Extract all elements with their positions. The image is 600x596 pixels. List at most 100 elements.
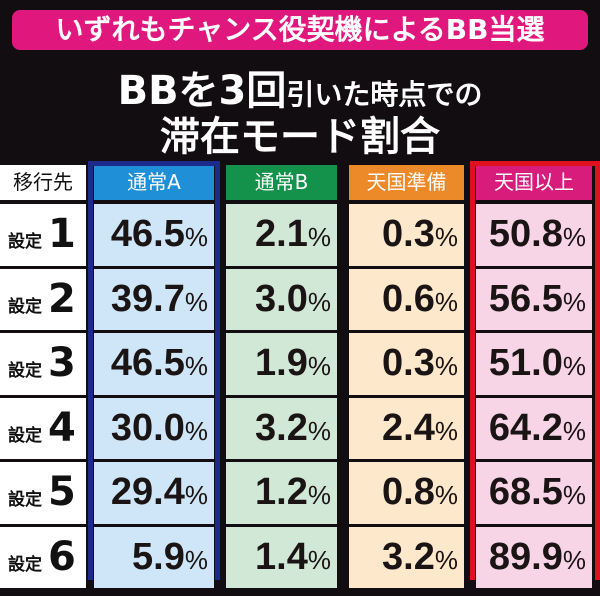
table-cell: 1.2%: [226, 462, 337, 524]
table-cell: 46.5%: [94, 333, 214, 395]
percent-unit: %: [434, 544, 458, 575]
setting-label: 設定 2: [0, 268, 86, 330]
cell-value: 46.5: [110, 342, 185, 384]
table-cell: 3.2%: [226, 397, 337, 459]
setting-number: 6: [48, 533, 76, 580]
table-cell: 29.4%: [94, 462, 214, 524]
percent-unit: %: [562, 286, 586, 317]
column-header: 通常A: [94, 165, 214, 200]
table-cell: 0.3%: [349, 333, 464, 395]
cell-value: 29.4: [110, 471, 185, 513]
cell-value: 50.8: [488, 213, 563, 255]
page-title-line2: 滞在モード割合: [160, 114, 440, 160]
percent-unit: %: [562, 480, 586, 510]
percent-unit: %: [307, 415, 331, 446]
cell-value: 64.2: [488, 406, 563, 449]
percent-unit: %: [434, 222, 458, 252]
table-cell: 64.2%: [476, 397, 592, 459]
cell-value: 39.7: [110, 277, 185, 320]
table-cell: 51.0%: [476, 333, 592, 395]
setting-prefix: 設定: [8, 554, 42, 575]
cell-value: 89.9: [488, 535, 563, 578]
table-cell: 3.2%: [349, 526, 464, 588]
percent-unit: %: [184, 286, 208, 317]
cell-value: 46.5: [110, 213, 185, 255]
title-suffix: 引いた時点での: [286, 78, 483, 111]
setting-prefix: 設定: [8, 232, 42, 252]
percent-unit: %: [307, 544, 331, 575]
percent-unit: %: [184, 222, 208, 252]
setting-prefix: 設定: [8, 425, 42, 446]
column-header: 天国準備: [349, 165, 464, 200]
table-cell: 0.3%: [349, 204, 464, 266]
setting-prefix: 設定: [8, 296, 42, 317]
column-header: 通常B: [226, 165, 337, 200]
setting-label: 設定 1: [0, 204, 86, 266]
table-cell: 0.8%: [349, 462, 464, 524]
setting-number: 4: [48, 404, 76, 451]
percent-unit: %: [434, 480, 458, 510]
percent-unit: %: [562, 544, 586, 575]
percent-unit: %: [434, 415, 458, 446]
table-cell: 1.4%: [226, 526, 337, 588]
percent-unit: %: [184, 544, 208, 575]
table-cell: 0.6%: [349, 268, 464, 330]
setting-number: 2: [48, 275, 76, 322]
condition-banner: いずれもチャンス役契機によるBB当選: [12, 10, 588, 50]
percent-unit: %: [434, 351, 458, 381]
table-cell: 1.9%: [226, 333, 337, 395]
cell-value: 0.3: [382, 213, 435, 255]
cell-value: 3.2: [255, 406, 308, 449]
cell-value: 0.3: [382, 342, 435, 384]
cell-value: 0.8: [382, 471, 435, 513]
percent-unit: %: [562, 415, 586, 446]
percent-unit: %: [184, 480, 208, 510]
cell-value: 2.1: [255, 213, 308, 255]
table-cell: 3.0%: [226, 268, 337, 330]
table-cell: 56.5%: [476, 268, 592, 330]
setting-number: 3: [48, 340, 76, 386]
table-cell: 39.7%: [94, 268, 214, 330]
cell-value: 1.9: [255, 342, 308, 384]
table-cell: 5.9%: [94, 526, 214, 588]
percent-unit: %: [434, 286, 458, 317]
cell-value: 3.2: [382, 535, 435, 578]
cell-value: 30.0: [110, 406, 185, 449]
cell-value: 1.2: [255, 471, 308, 513]
cell-value: 5.9: [132, 535, 185, 578]
cell-value: 56.5: [488, 277, 563, 320]
setting-label: 設定 4: [0, 397, 86, 459]
table-cell: 2.1%: [226, 204, 337, 266]
percent-unit: %: [562, 222, 586, 252]
title-bb-count: BBを3回: [117, 68, 287, 114]
setting-prefix: 設定: [8, 361, 42, 381]
percent-unit: %: [307, 222, 331, 252]
percent-unit: %: [307, 480, 331, 510]
percent-unit: %: [184, 351, 208, 381]
setting-number: 5: [48, 469, 76, 515]
cell-value: 1.4: [255, 535, 308, 578]
column-header: 天国以上: [476, 165, 592, 200]
cell-value: 68.5: [488, 471, 563, 513]
setting-label: 設定 3: [0, 333, 86, 395]
corner-label: 移行先: [0, 165, 86, 200]
table-cell: 2.4%: [349, 397, 464, 459]
percent-unit: %: [184, 415, 208, 446]
setting-label: 設定 5: [0, 462, 86, 524]
table-cell: 89.9%: [476, 526, 592, 588]
tsujo-a-highlight-frame: [88, 161, 220, 580]
table-cell: 46.5%: [94, 204, 214, 266]
cell-value: 0.6: [382, 277, 435, 320]
tengoku-highlight-frame: [470, 161, 600, 580]
setting-prefix: 設定: [8, 490, 42, 510]
table-cell: 50.8%: [476, 204, 592, 266]
setting-label: 設定 6: [0, 526, 86, 588]
page-title-line1: BBを3回引いた時点での: [0, 58, 600, 116]
percent-unit: %: [307, 351, 331, 381]
cell-value: 3.0: [255, 277, 308, 320]
setting-number: 1: [48, 211, 76, 257]
cell-value: 51.0: [488, 342, 563, 384]
table-cell: 30.0%: [94, 397, 214, 459]
percent-unit: %: [562, 351, 586, 381]
table-cell: 68.5%: [476, 462, 592, 524]
